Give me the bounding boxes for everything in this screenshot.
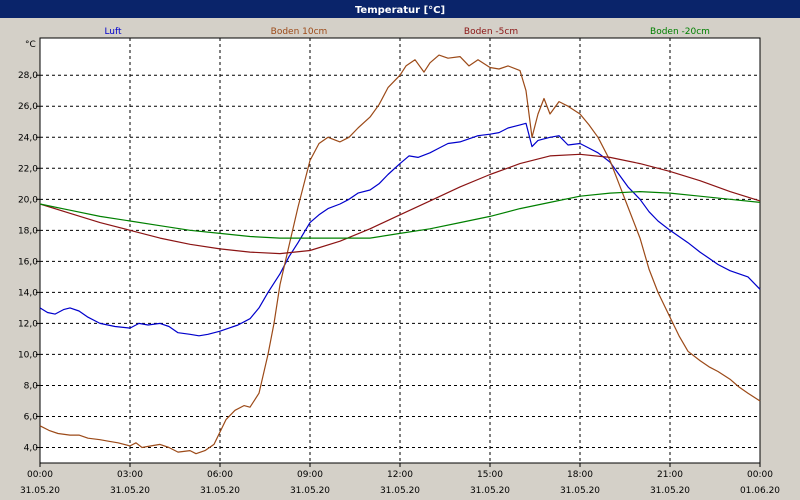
x-tick-time: 00:00 <box>27 470 53 480</box>
x-tick-labels: 00:00 31.05.20 03:00 31.05.20 06:00 31.05.20 0… <box>20 470 780 496</box>
x-tick-date: 31.05.20 <box>20 486 60 496</box>
series-line-2 <box>39 54 761 455</box>
x-tick-time: 06:00 <box>207 470 233 480</box>
x-tick-time: 12:00 <box>387 470 413 480</box>
x-tick-date: 31.05.20 <box>650 486 690 496</box>
series-lines <box>39 54 761 455</box>
x-tick-date: 31.05.20 <box>470 486 510 496</box>
y-tick-label: 26,0 <box>18 102 38 112</box>
y-tick-label: 12,0 <box>18 319 38 329</box>
x-tick-time: 15:00 <box>477 470 503 480</box>
y-tick-label: 20,0 <box>18 195 38 205</box>
x-tick-time: 18:00 <box>567 470 593 480</box>
title-bar <box>0 0 800 18</box>
chart-title: Temperatur [°C] <box>355 5 445 16</box>
x-tick-date: 01.06.20 <box>740 486 780 496</box>
series-line-3 <box>39 153 761 255</box>
legend: Luft Boden 10cm Boden -5cm Boden -20cm <box>104 27 710 37</box>
series-line-4 <box>39 191 761 239</box>
x-tick-time: 03:00 <box>117 470 143 480</box>
y-tick-label: 4,0 <box>24 443 39 453</box>
y-tick-label: 10,0 <box>18 350 38 360</box>
series-line-1 <box>39 122 761 337</box>
x-tick-date: 31.05.20 <box>380 486 420 496</box>
x-tick-date: 31.05.20 <box>200 486 240 496</box>
y-axis-unit-label: °C <box>25 40 36 50</box>
y-tick-label: 14,0 <box>18 288 38 298</box>
x-tick-date: 31.05.20 <box>110 486 150 496</box>
y-tick-label: 8,0 <box>24 381 39 391</box>
y-tick-label: 18,0 <box>18 226 38 236</box>
y-tick-labels: 4,0 6,0 8,0 10,0 12,0 14,0 16,0 18,0 20,0 22,0 24,… <box>18 71 38 453</box>
y-tick-label: 16,0 <box>18 257 38 267</box>
legend-entry: Boden -5cm <box>464 27 518 37</box>
y-tick-label: 6,0 <box>24 412 39 422</box>
x-tick-date: 31.05.20 <box>290 486 330 496</box>
y-tick-label: 24,0 <box>18 133 38 143</box>
x-tick-time: 00:00 <box>747 470 773 480</box>
x-tick-time: 09:00 <box>297 470 323 480</box>
legend-entry: Boden 10cm <box>271 27 328 37</box>
x-tick-time: 21:00 <box>657 470 683 480</box>
y-tick-label: 28,0 <box>18 71 38 81</box>
legend-entry: Luft <box>104 27 122 37</box>
legend-entry: Boden -20cm <box>650 27 710 37</box>
x-tick-date: 31.05.20 <box>560 486 600 496</box>
y-tick-label: 22,0 <box>18 164 38 174</box>
